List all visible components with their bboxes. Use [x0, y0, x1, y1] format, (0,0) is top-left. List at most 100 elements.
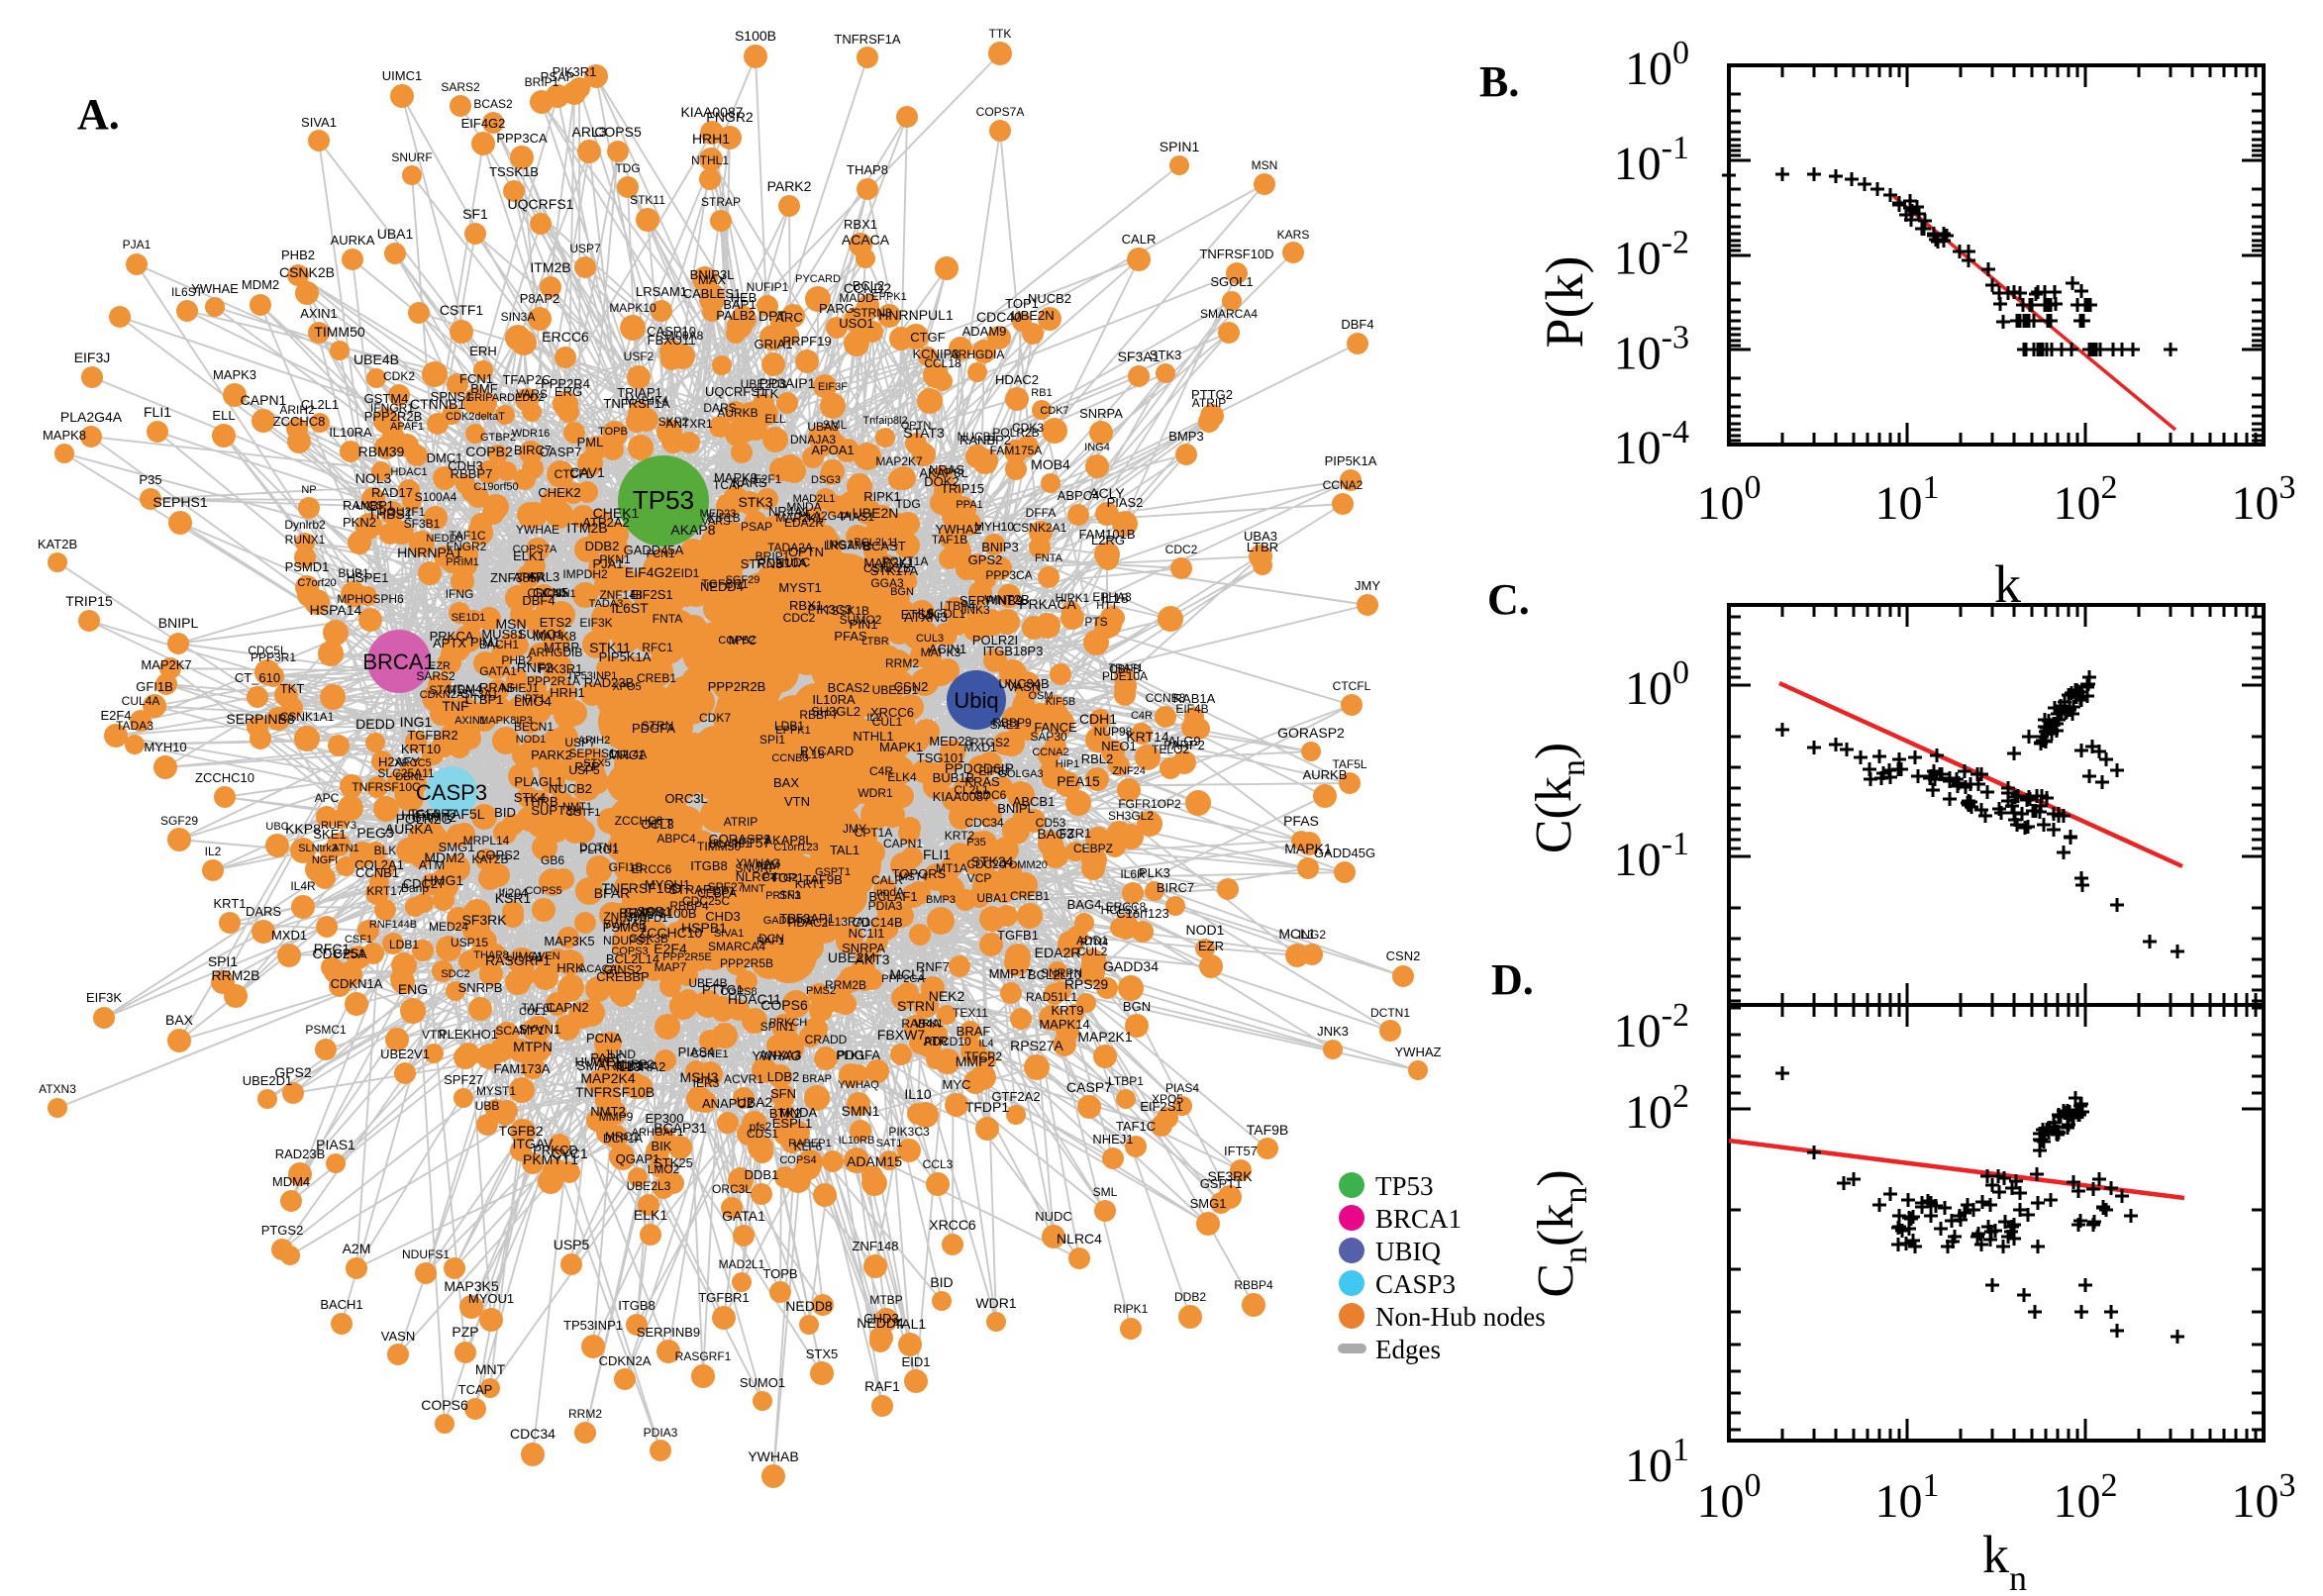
svg-text:PFAS: PFAS [834, 629, 867, 644]
svg-text:YWHAG: YWHAG [736, 856, 780, 870]
svg-text:UQCRFS1: UQCRFS1 [508, 196, 574, 212]
svg-text:CSNK2A1: CSNK2A1 [1013, 521, 1067, 535]
svg-text:A2M: A2M [343, 1241, 371, 1256]
svg-text:ALG9: ALG9 [1167, 734, 1200, 748]
svg-text:ACACA: ACACA [579, 963, 618, 975]
svg-text:AKAP8L: AKAP8L [919, 465, 967, 480]
svg-text:COPS7A: COPS7A [976, 105, 1025, 119]
svg-text:PPP3CA: PPP3CA [985, 568, 1032, 582]
svg-text:CDK2deltaT: CDK2deltaT [446, 411, 505, 423]
svg-text:LTBP1: LTBP1 [1108, 1074, 1144, 1088]
svg-text:AURKA: AURKA [331, 233, 375, 248]
svg-text:C19orf50: C19orf50 [473, 481, 518, 493]
svg-text:ERCC6: ERCC6 [542, 329, 589, 345]
svg-text:HNRNPUL1: HNRNPUL1 [878, 307, 954, 323]
svg-text:BIRC7: BIRC7 [514, 443, 552, 457]
svg-text:FZR1: FZR1 [1060, 826, 1092, 841]
svg-text:CDC14B: CDC14B [852, 915, 902, 930]
svg-text:C1orf123: C1orf123 [773, 842, 818, 853]
svg-text:RABEP1: RABEP1 [788, 1138, 831, 1149]
svg-text:ELK1: ELK1 [513, 549, 545, 563]
svg-text:GFI1B: GFI1B [136, 679, 173, 694]
svg-text:UIMC1: UIMC1 [382, 68, 422, 83]
svg-text:USP5: USP5 [554, 1237, 590, 1252]
svg-text:NEDD4: NEDD4 [857, 1315, 904, 1331]
svg-text:E2F1: E2F1 [754, 472, 782, 486]
svg-text:TAF9B: TAF9B [803, 872, 843, 887]
svg-text:RPS29: RPS29 [1064, 976, 1109, 992]
svg-text:MMP2: MMP2 [956, 1053, 996, 1069]
svg-text:CDC2: CDC2 [783, 611, 816, 625]
svg-text:STRAP: STRAP [668, 882, 711, 897]
svg-text:FANCE: FANCE [1034, 720, 1077, 735]
svg-text:PFAS: PFAS [1283, 813, 1319, 829]
svg-text:PIK3R1: PIK3R1 [539, 661, 583, 676]
svg-text:TOPB: TOPB [762, 1266, 797, 1281]
svg-text:MNDA: MNDA [786, 500, 821, 514]
svg-text:STAT3: STAT3 [903, 425, 945, 441]
svg-text:101: 101 [1625, 1432, 1689, 1492]
svg-text:SHMT2: SHMT2 [413, 810, 456, 825]
svg-text:PDIA3: PDIA3 [868, 899, 903, 913]
svg-text:NUDC: NUDC [776, 555, 811, 569]
svg-text:PARK2: PARK2 [767, 178, 812, 194]
svg-text:ESPL1: ESPL1 [772, 1116, 812, 1131]
svg-text:ACACA: ACACA [842, 232, 890, 248]
svg-text:CCND2: CCND2 [844, 280, 891, 296]
svg-text:GOLGA3: GOLGA3 [998, 768, 1043, 780]
svg-text:SF3RK: SF3RK [461, 912, 507, 928]
svg-text:COPS2: COPS2 [476, 848, 520, 862]
svg-text:CUL4A: CUL4A [609, 748, 648, 761]
svg-text:NR4A1: NR4A1 [768, 504, 810, 519]
svg-text:KRT2: KRT2 [945, 829, 975, 843]
svg-text:BUB1: BUB1 [338, 566, 369, 580]
svg-text:FBXW7: FBXW7 [877, 1027, 925, 1043]
svg-text:ITM2B: ITM2B [566, 520, 607, 536]
svg-text:BID: BID [930, 1274, 953, 1290]
svg-text:PSAP: PSAP [741, 520, 772, 534]
svg-text:MYC: MYC [943, 1077, 971, 1092]
svg-text:SPIN1: SPIN1 [760, 1020, 795, 1034]
svg-text:SNURF: SNURF [391, 150, 432, 164]
svg-text:XRCC6: XRCC6 [929, 1217, 976, 1233]
svg-text:IL10: IL10 [904, 1086, 931, 1102]
svg-text:ARHGDIA: ARHGDIA [951, 348, 1005, 361]
svg-text:RANBP2: RANBP2 [960, 433, 1011, 448]
svg-text:NOL3: NOL3 [355, 470, 392, 486]
svg-text:TFDP1: TFDP1 [965, 1099, 1010, 1115]
svg-text:SAE1: SAE1 [990, 718, 1021, 732]
svg-text:TRIP15: TRIP15 [941, 481, 984, 496]
svg-text:CCNA2: CCNA2 [1032, 747, 1068, 758]
svg-text:MSN: MSN [1252, 158, 1278, 172]
svg-text:RASGRF1: RASGRF1 [675, 1349, 732, 1363]
svg-text:ZCCHC10: ZCCHC10 [195, 770, 254, 785]
svg-text:BCAS2: BCAS2 [473, 97, 513, 111]
svg-text:ETS2: ETS2 [540, 615, 572, 630]
svg-text:STRAP: STRAP [701, 195, 741, 209]
svg-text:CT_610: CT_610 [235, 670, 280, 685]
svg-text:P35: P35 [139, 472, 161, 487]
svg-text:RNF7: RNF7 [916, 959, 950, 974]
svg-text:UBE2V1: UBE2V1 [380, 1047, 430, 1061]
svg-text:HDAC2: HDAC2 [995, 372, 1039, 387]
svg-text:ATM: ATM [419, 857, 445, 872]
svg-text:SFN: SFN [770, 1086, 796, 1101]
svg-text:DBF4: DBF4 [522, 593, 555, 608]
svg-text:PIN1: PIN1 [850, 617, 878, 632]
svg-text:BAG3: BAG3 [1037, 826, 1074, 842]
svg-text:PJA1: PJA1 [592, 556, 623, 571]
svg-text:STK11: STK11 [589, 640, 631, 655]
svg-text:MAPK14: MAPK14 [1039, 1017, 1089, 1032]
svg-text:MPHOSPH6: MPHOSPH6 [337, 592, 404, 606]
svg-text:IL2: IL2 [205, 845, 222, 858]
svg-text:KIAA0087: KIAA0087 [933, 789, 991, 804]
svg-text:USP15: USP15 [451, 936, 488, 949]
svg-text:ADD1: ADD1 [1076, 934, 1108, 948]
svg-text:SYVN1: SYVN1 [519, 1022, 561, 1037]
svg-text:HMG1: HMG1 [424, 872, 464, 888]
svg-text:SMARCA4: SMARCA4 [1200, 307, 1258, 321]
svg-text:RAF1: RAF1 [864, 1378, 900, 1394]
svg-text:CDC40: CDC40 [976, 309, 1022, 325]
svg-text:MAPK8: MAPK8 [43, 428, 86, 443]
svg-text:NRAS: NRAS [929, 462, 964, 477]
